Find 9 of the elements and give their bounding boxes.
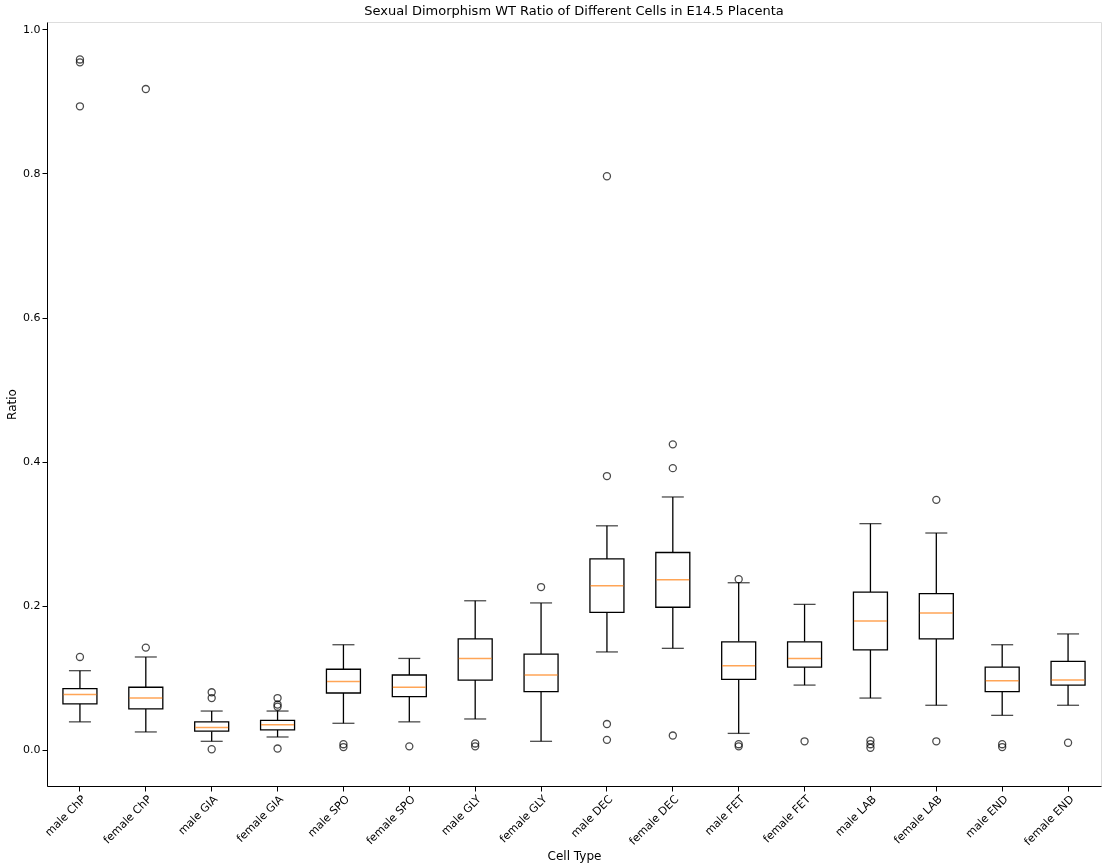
y-tick-label: 0.4 bbox=[23, 455, 41, 469]
x-axis-title: Cell Type bbox=[547, 849, 602, 864]
y-axis-title: Ratio bbox=[5, 389, 20, 420]
y-tick-label: 0.6 bbox=[23, 311, 41, 325]
chart-title: Sexual Dimorphism WT Ratio of Different Cells in E14.5 Placenta bbox=[364, 3, 784, 18]
y-tick-label: 0.2 bbox=[23, 599, 41, 613]
y-tick-label: 0.8 bbox=[23, 166, 41, 180]
y-tick-label: 0.0 bbox=[23, 743, 41, 757]
y-tick-label: 1.0 bbox=[23, 22, 41, 36]
